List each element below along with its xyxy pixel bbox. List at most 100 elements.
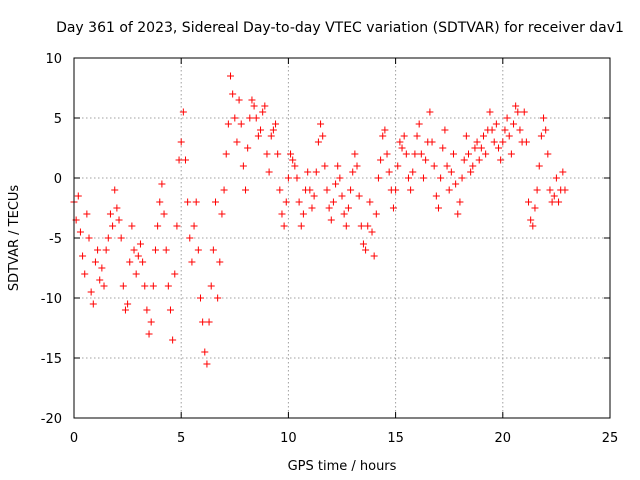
data-point: [452, 180, 460, 188]
data-point: [299, 210, 307, 218]
data-point: [252, 114, 260, 122]
data-point: [437, 174, 445, 182]
data-point: [295, 198, 303, 206]
data-point: [529, 222, 537, 230]
data-point: [205, 318, 213, 326]
data-point: [231, 114, 239, 122]
data-point: [89, 300, 97, 308]
data-point: [261, 102, 269, 110]
data-point: [293, 174, 301, 182]
data-point: [132, 270, 140, 278]
data-point: [492, 120, 500, 128]
data-point: [411, 150, 419, 158]
data-point: [499, 138, 507, 146]
data-point: [141, 282, 149, 290]
data-point: [160, 210, 168, 218]
data-point: [398, 144, 406, 152]
data-point: [119, 282, 127, 290]
data-point: [308, 204, 316, 212]
data-point: [407, 186, 415, 194]
data-point: [394, 162, 402, 170]
data-point: [276, 186, 284, 194]
data-point: [94, 246, 102, 254]
data-point: [274, 150, 282, 158]
data-point: [507, 150, 515, 158]
data-point: [269, 126, 277, 134]
data-point: [469, 162, 477, 170]
data-point: [111, 186, 119, 194]
data-point: [310, 192, 318, 200]
data-point: [402, 150, 410, 158]
axis-ticks: 0 5 10 15 20 25 -20 -15 -10 -5 0 5 10: [41, 52, 619, 446]
data-point: [162, 246, 170, 254]
data-point: [430, 162, 438, 170]
data-point: [548, 198, 556, 206]
data-point: [514, 108, 522, 116]
data-point: [495, 144, 503, 152]
data-point: [227, 72, 235, 80]
data-point: [364, 222, 372, 230]
y-tick-label: 10: [45, 52, 62, 67]
data-point: [510, 120, 518, 128]
data-point: [259, 108, 267, 116]
data-point: [552, 174, 560, 182]
data-point: [257, 126, 265, 134]
y-axis-label: SDTVAR / TECUs: [7, 185, 22, 292]
y-tick-label: -15: [41, 352, 62, 367]
data-point: [535, 162, 543, 170]
data-point: [117, 234, 125, 242]
data-point: [359, 240, 367, 248]
data-point: [194, 246, 202, 254]
data-point: [289, 156, 297, 164]
data-point: [317, 120, 325, 128]
data-point: [533, 186, 541, 194]
data-point: [263, 150, 271, 158]
data-point: [287, 150, 295, 158]
data-point: [503, 114, 511, 122]
data-point: [374, 174, 382, 182]
data-point: [186, 234, 194, 242]
data-point: [222, 150, 230, 158]
data-point: [443, 162, 451, 170]
data-point: [505, 132, 513, 140]
data-point: [319, 132, 327, 140]
data-point: [220, 186, 228, 194]
data-point: [166, 306, 174, 314]
data-point: [544, 150, 552, 158]
data-point: [419, 174, 427, 182]
data-point: [216, 258, 224, 266]
data-point: [306, 186, 314, 194]
data-point: [229, 90, 237, 98]
data-point: [158, 180, 166, 188]
data-point: [304, 168, 312, 176]
data-point: [441, 126, 449, 134]
data-point: [188, 258, 196, 266]
data-point: [74, 192, 82, 200]
data-point: [199, 318, 207, 326]
data-point: [351, 150, 359, 158]
y-tick-label: -10: [41, 292, 62, 307]
data-point: [456, 198, 464, 206]
data-point: [196, 294, 204, 302]
data-point: [218, 210, 226, 218]
data-point: [154, 222, 162, 230]
data-point: [175, 156, 183, 164]
data-point: [520, 108, 528, 116]
data-point: [124, 300, 132, 308]
data-point: [98, 264, 106, 272]
data-point: [329, 198, 337, 206]
data-point: [91, 258, 99, 266]
data-point: [336, 174, 344, 182]
data-point: [537, 132, 545, 140]
data-point: [151, 246, 159, 254]
x-tick-label: 20: [495, 431, 512, 446]
data-point: [246, 114, 254, 122]
data-point: [130, 246, 138, 254]
data-point: [542, 126, 550, 134]
data-point: [362, 246, 370, 254]
data-point: [368, 228, 376, 236]
data-point: [207, 282, 215, 290]
data-point: [439, 144, 447, 152]
data-point: [347, 186, 355, 194]
